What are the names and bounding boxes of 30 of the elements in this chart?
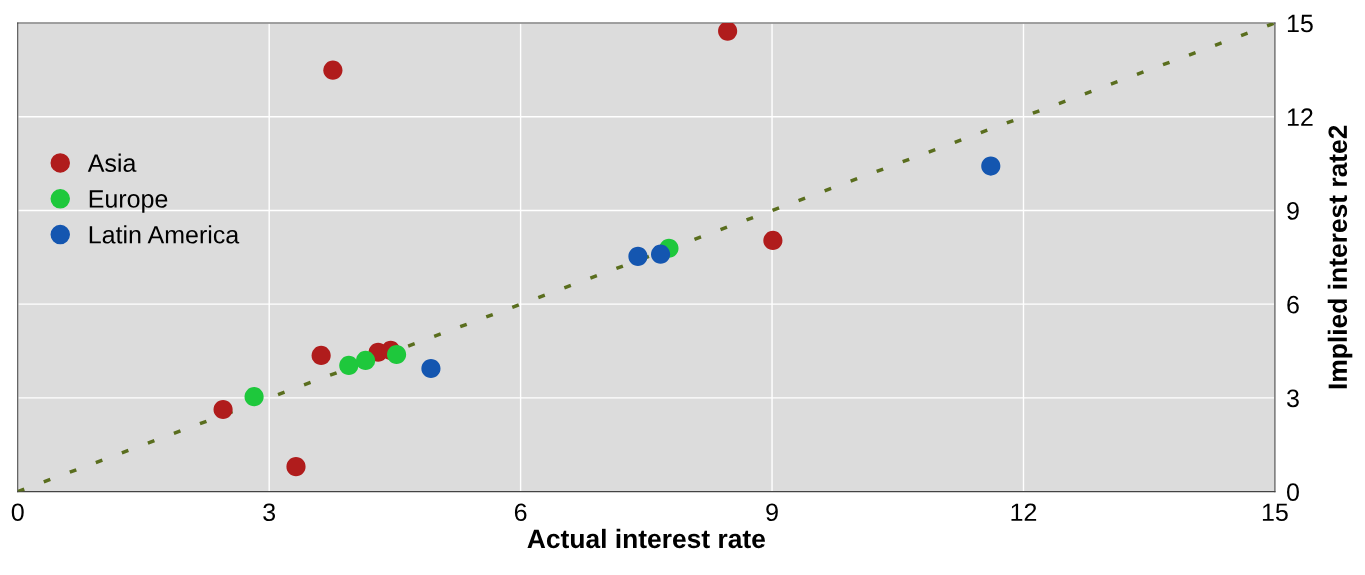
y-tick-label: 9: [1287, 202, 1299, 220]
point: [355, 350, 376, 370]
x-tick-label: 6: [514, 503, 527, 522]
point: [718, 23, 738, 41]
y-tick-label: 3: [1286, 389, 1299, 408]
point: [339, 355, 359, 375]
point: [286, 457, 306, 477]
legend-label: Asia: [87, 153, 137, 172]
point: [651, 244, 671, 264]
x-tick-label: 12: [1011, 503, 1037, 521]
y-axis-title: Implied interest rate2: [1327, 125, 1353, 389]
point: [981, 156, 1001, 176]
x-tick-label: 0: [11, 503, 24, 522]
y-tick-label: 15: [1287, 14, 1313, 33]
point: [387, 344, 407, 365]
legend-label: Europe: [89, 190, 168, 213]
y-tick-label: 6: [1287, 295, 1299, 314]
legend-label: Latin America: [89, 225, 240, 244]
y-tick-label: 0: [1287, 483, 1299, 501]
point: [421, 358, 441, 379]
x-tick-label: 9: [766, 503, 778, 522]
point: [323, 60, 343, 80]
point: [763, 230, 783, 251]
point: [311, 345, 331, 365]
point: [213, 399, 233, 420]
y-tick-label: 12: [1287, 108, 1313, 126]
x-tick-label: 3: [263, 503, 276, 522]
point: [628, 246, 648, 266]
x-axis-title: Actual interest rate: [527, 528, 765, 549]
point: [244, 387, 264, 407]
